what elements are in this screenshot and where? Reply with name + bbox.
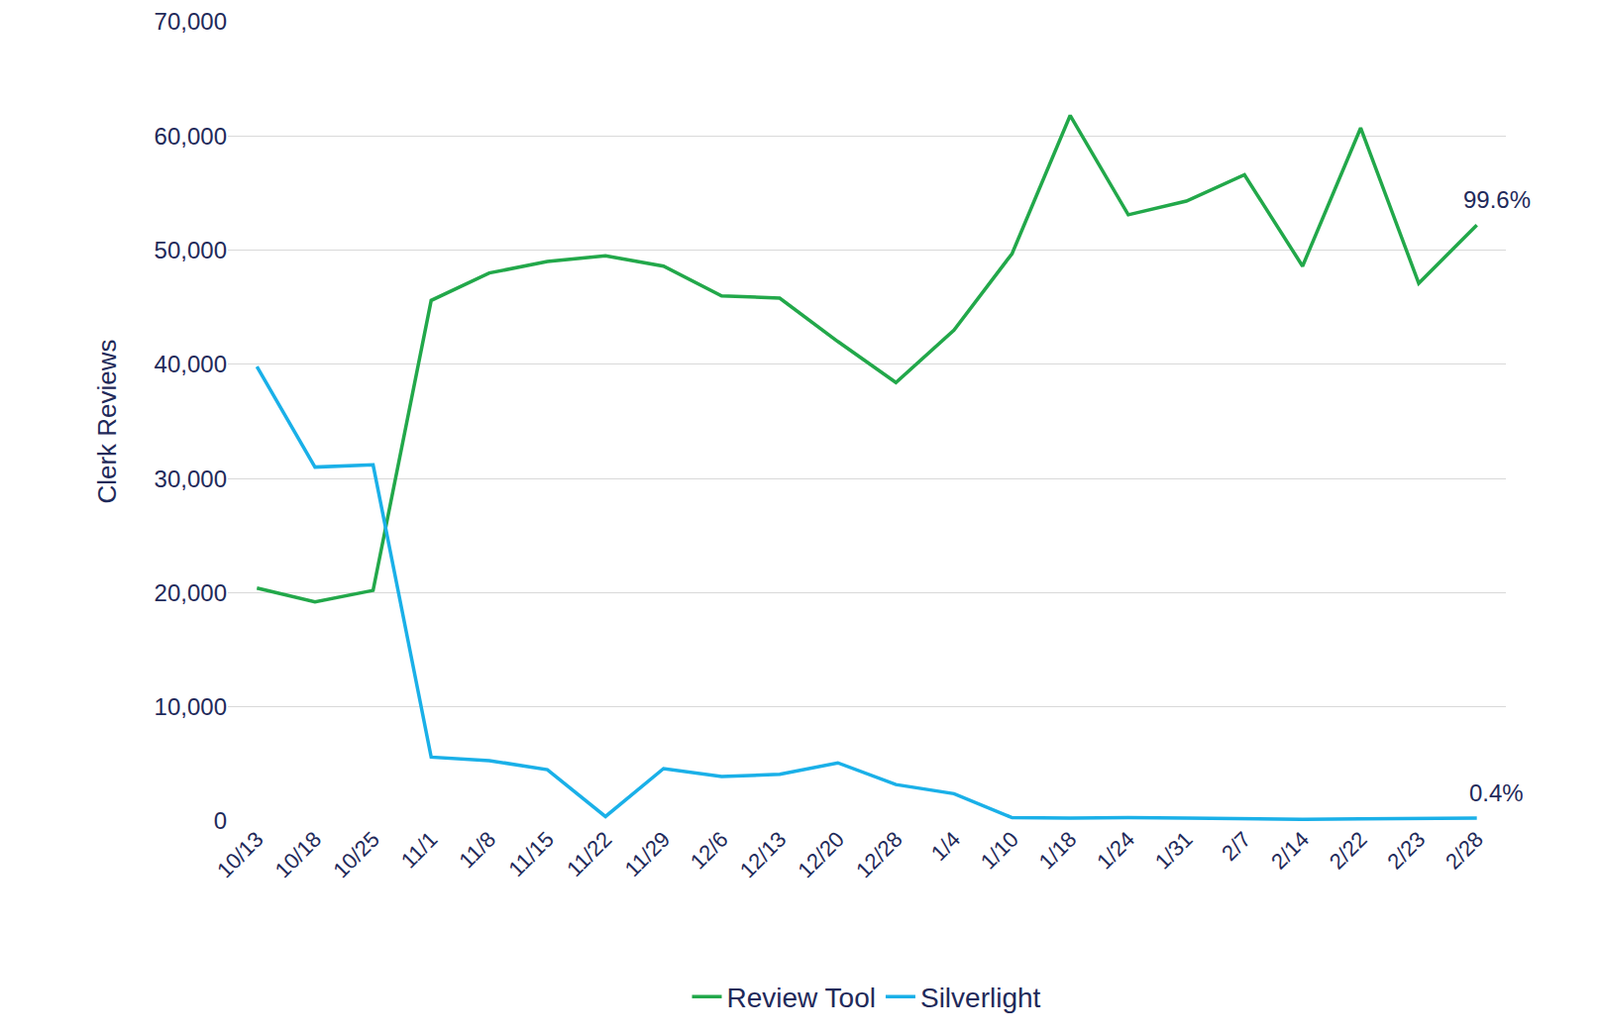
svg-text:11/22: 11/22 — [561, 827, 617, 882]
svg-text:1/24: 1/24 — [1091, 827, 1140, 875]
svg-text:2/22: 2/22 — [1324, 827, 1373, 875]
svg-text:Silverlight: Silverlight — [920, 982, 1042, 1014]
svg-text:12/13: 12/13 — [735, 827, 792, 884]
svg-text:12/28: 12/28 — [851, 827, 908, 884]
svg-text:11/29: 11/29 — [620, 827, 675, 882]
svg-text:Clerk Reviews: Clerk Reviews — [92, 338, 122, 504]
svg-text:60,000: 60,000 — [154, 122, 227, 150]
svg-text:30,000: 30,000 — [154, 465, 227, 493]
svg-text:99.6%: 99.6% — [1463, 186, 1531, 214]
svg-text:1/31: 1/31 — [1150, 827, 1198, 875]
svg-text:1/4: 1/4 — [926, 827, 965, 866]
svg-text:2/7: 2/7 — [1216, 827, 1256, 866]
svg-text:2/28: 2/28 — [1440, 827, 1489, 875]
svg-text:10/18: 10/18 — [270, 827, 327, 884]
svg-text:50,000: 50,000 — [154, 236, 227, 264]
svg-text:2/23: 2/23 — [1382, 827, 1430, 875]
svg-text:20,000: 20,000 — [154, 579, 227, 607]
svg-text:11/1: 11/1 — [396, 827, 443, 874]
svg-text:12/6: 12/6 — [685, 827, 734, 875]
svg-text:Review Tool: Review Tool — [727, 982, 876, 1014]
svg-text:40,000: 40,000 — [154, 350, 227, 378]
svg-text:1/10: 1/10 — [975, 827, 1024, 875]
svg-text:11/8: 11/8 — [453, 827, 501, 874]
svg-text:10/25: 10/25 — [327, 827, 385, 884]
svg-text:10/13: 10/13 — [212, 827, 269, 884]
svg-text:1/18: 1/18 — [1034, 827, 1082, 875]
svg-text:12/20: 12/20 — [792, 827, 850, 884]
svg-text:2/14: 2/14 — [1266, 827, 1314, 875]
svg-text:0: 0 — [213, 807, 227, 835]
svg-text:10,000: 10,000 — [154, 693, 227, 721]
svg-text:70,000: 70,000 — [154, 7, 227, 35]
svg-text:0.4%: 0.4% — [1469, 779, 1524, 807]
svg-text:11/15: 11/15 — [503, 827, 558, 882]
